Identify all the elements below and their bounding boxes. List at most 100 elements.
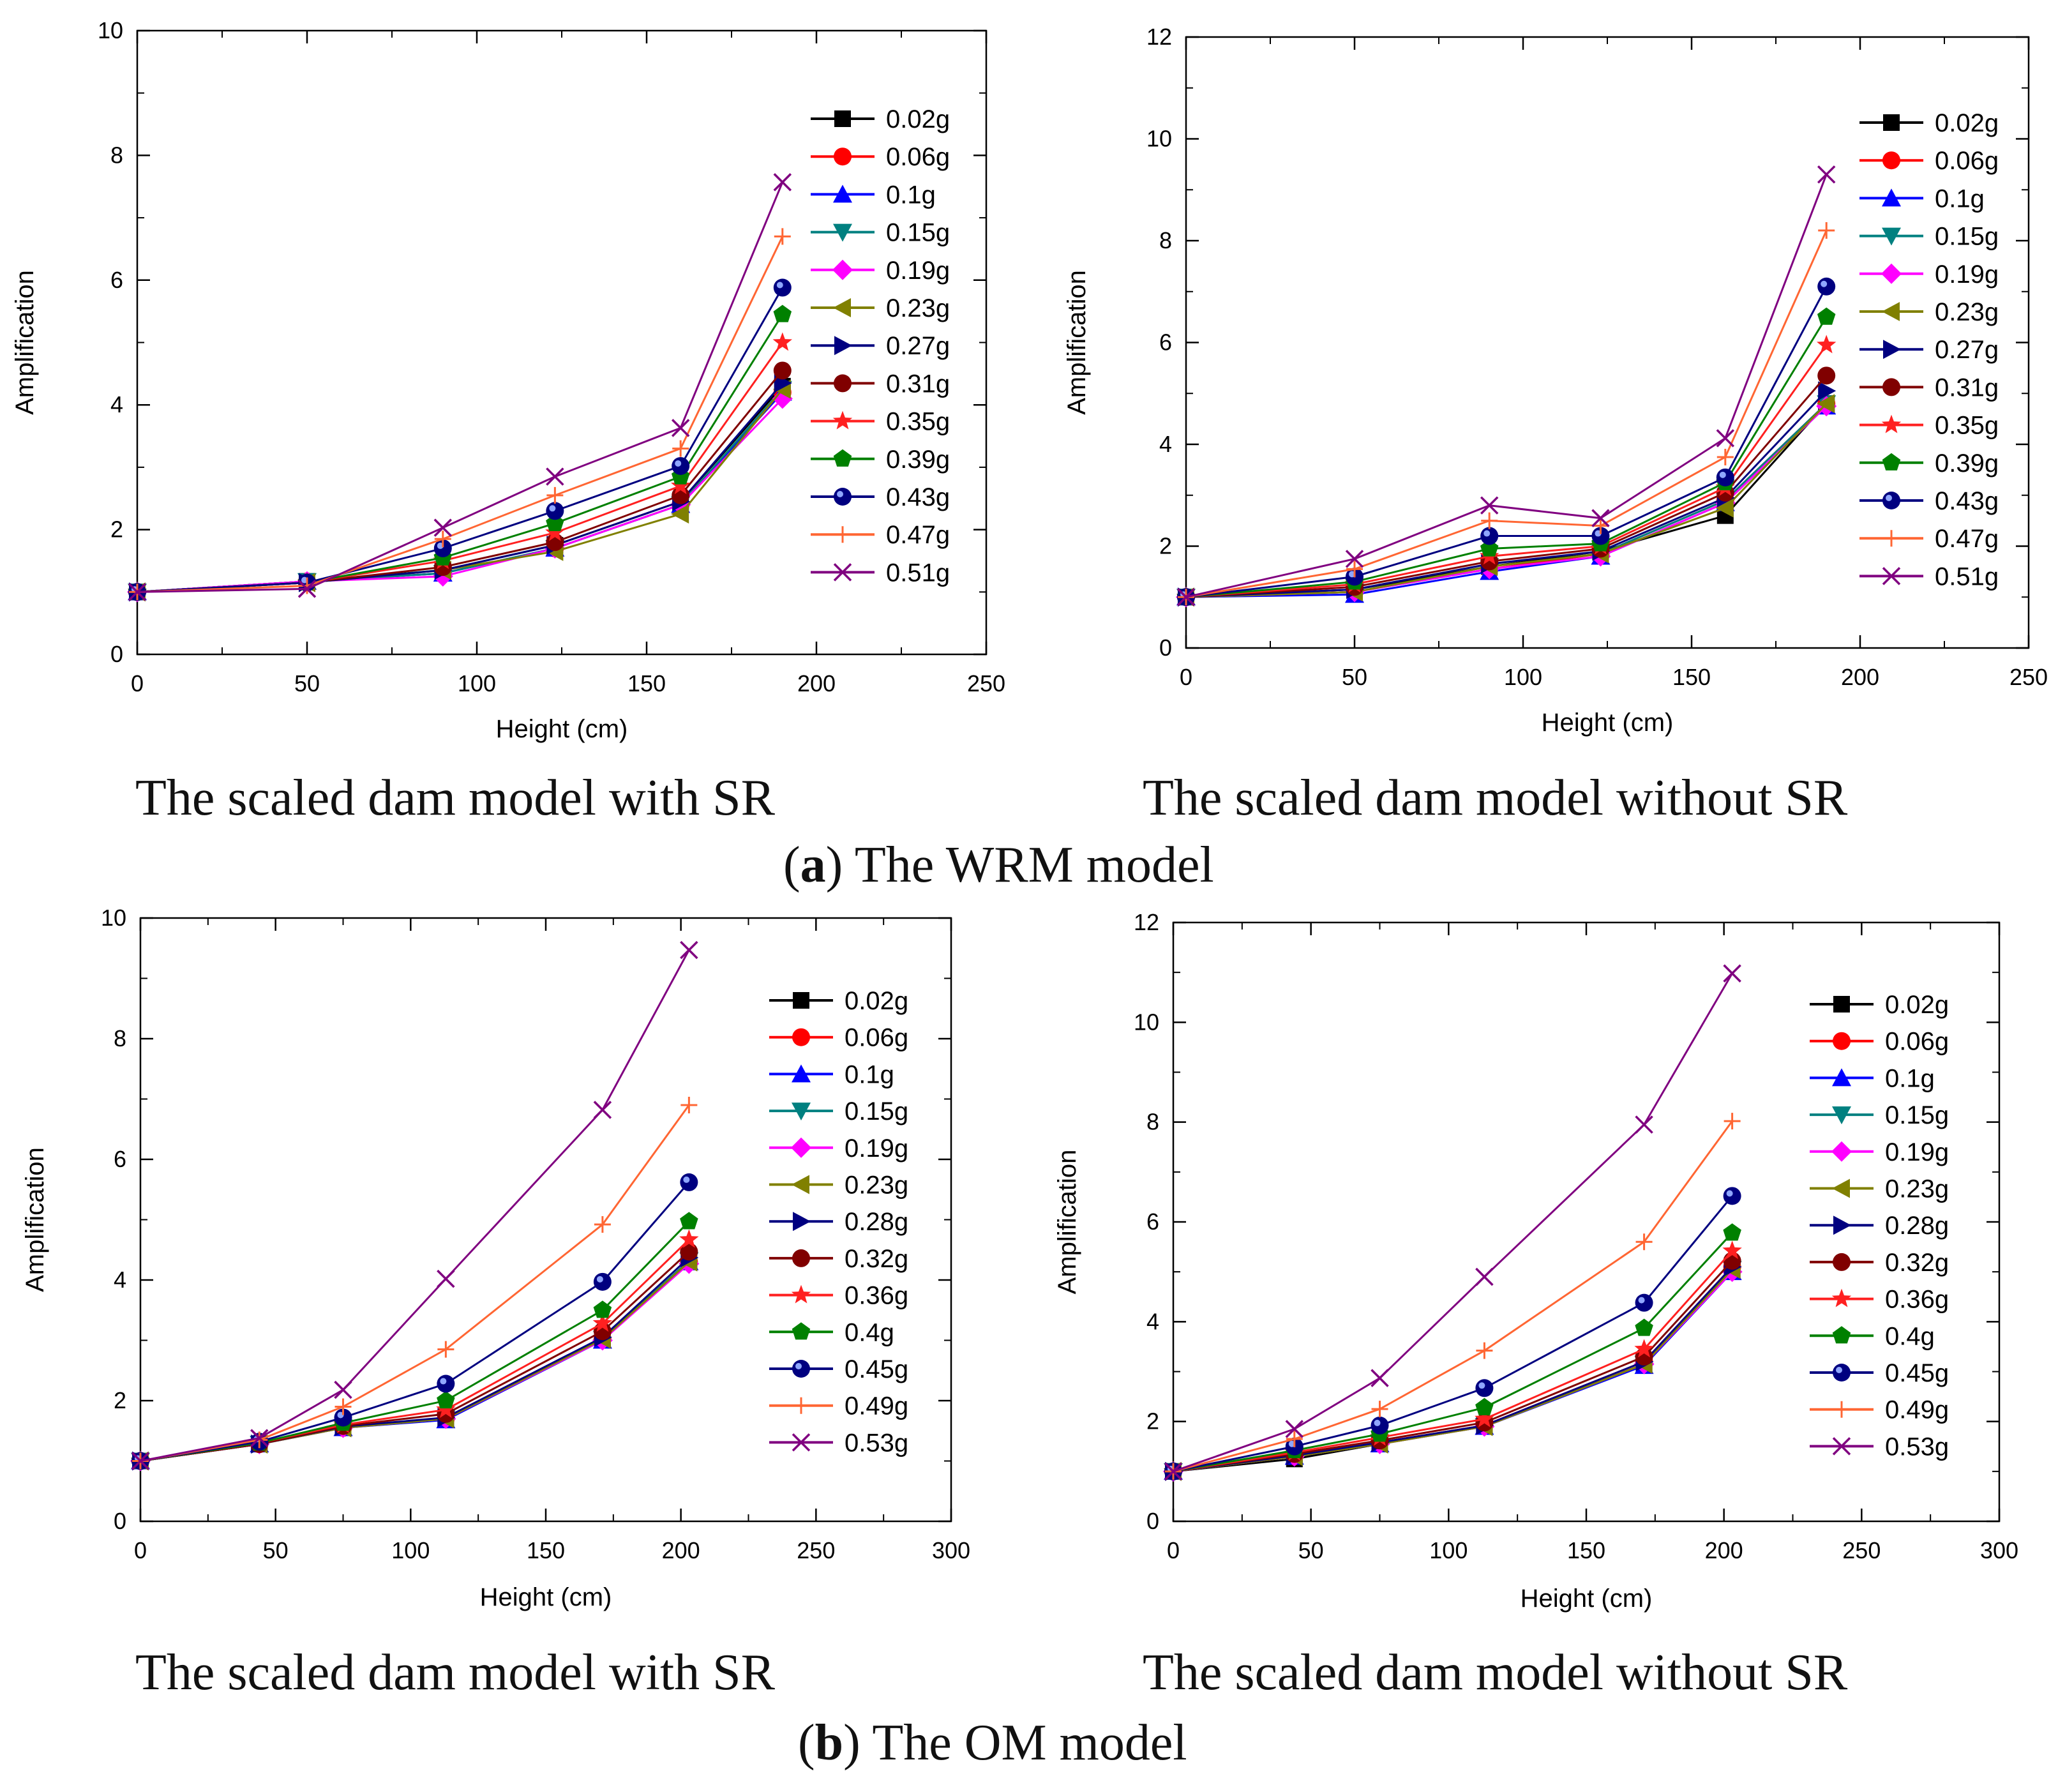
legend-item: 0.31g: [1859, 373, 1999, 402]
legend-item: 0.39g: [1859, 449, 1999, 478]
data-point: [671, 504, 689, 524]
legend-label: 0.23g: [1885, 1175, 1949, 1203]
x-tick-label: 150: [527, 1537, 565, 1563]
series-line: [1173, 1266, 1733, 1473]
data-point: [1371, 1401, 1388, 1418]
data-point: [1286, 1431, 1303, 1448]
y-tick-label: 2: [1146, 1408, 1159, 1434]
legend-label: 0.31g: [1935, 373, 1999, 402]
group-caption-a-text: The WRM model: [843, 837, 1214, 893]
data-point: [680, 940, 698, 960]
data-point-highlight: [440, 1378, 447, 1385]
legend-item: 0.47g: [811, 521, 950, 549]
legend-label: 0.28g: [1885, 1212, 1949, 1240]
series-0.19g: [130, 1253, 700, 1472]
legend-label: 0.32g: [1885, 1249, 1949, 1277]
data-point-highlight: [1726, 1190, 1733, 1197]
legend-item: 0.28g: [769, 1208, 908, 1236]
legend-item: 0.31g: [811, 370, 950, 398]
series-line: [140, 1239, 690, 1462]
legend-marker: [792, 1175, 809, 1194]
x-tick-label: 100: [1504, 664, 1542, 690]
legend-marker: [1883, 530, 1900, 547]
group-caption-a-letter: a: [800, 837, 826, 893]
x-tick-label: 100: [458, 670, 496, 696]
legend-marker: [834, 336, 852, 356]
series-line: [140, 949, 690, 1462]
x-tick-label: 200: [797, 670, 836, 696]
series-line: [1185, 174, 1828, 598]
legend-marker: [792, 1028, 810, 1046]
x-tick-label: 250: [2009, 664, 2048, 690]
panel-b-right: 0 50 100 150 200 250 300 0 2 4 6 8 10 12 Height (cm) Am…: [1028, 897, 2058, 1641]
data-point: [592, 1313, 613, 1332]
legend-marker: [1882, 378, 1900, 396]
series-line: [1173, 1260, 1733, 1473]
series-line: [137, 398, 783, 593]
legend-marker: [1882, 567, 1901, 585]
x-axis-label: Height (cm): [480, 1583, 612, 1611]
legend-item: 0.51g: [1859, 562, 1999, 591]
series-line: [140, 1260, 690, 1462]
series-0.06g: [131, 1253, 698, 1470]
data-point: [334, 1380, 352, 1399]
data-point: [297, 580, 317, 598]
legend-item: 0.02g: [769, 987, 908, 1015]
group-caption-b-open: (: [798, 1715, 815, 1771]
legend-item: 0.02g: [1859, 109, 1999, 137]
legend-marker: [1882, 227, 1901, 246]
legend-marker-highlight: [795, 1363, 802, 1369]
y-tick-label: 4: [114, 1267, 126, 1293]
legend-marker: [792, 1360, 810, 1378]
data-point: [1716, 448, 1734, 465]
legend-item: 0.35g: [1859, 412, 1999, 440]
series-line: [140, 1261, 690, 1462]
legend-marker: [833, 184, 852, 203]
series-0.36g: [130, 1229, 699, 1470]
legend-label: 0.06g: [1935, 147, 1999, 175]
legend-label: 0.39g: [1935, 449, 1999, 478]
legend-marker: [1831, 1141, 1852, 1162]
legend-label: 0.31g: [886, 370, 950, 398]
data-point-highlight: [1288, 1440, 1295, 1447]
legend-item: 0.23g: [769, 1171, 908, 1200]
data-point: [594, 1216, 611, 1233]
group-caption-a-close: ): [825, 837, 843, 893]
data-point: [1716, 429, 1735, 448]
x-axis-label: Height (cm): [1542, 709, 1674, 737]
legend-item: 0.1g: [1859, 184, 1985, 213]
legend-item: 0.15g: [1810, 1101, 1949, 1129]
legend-marker: [1832, 1068, 1851, 1087]
caption-a-right: The scaled dam model without SR: [1143, 770, 1848, 826]
data-point: [1475, 1397, 1494, 1415]
y-tick-label: 0: [1159, 635, 1172, 661]
legend-item: 0.32g: [1810, 1249, 1949, 1277]
data-point-highlight: [1595, 530, 1602, 537]
series-line: [1185, 375, 1828, 598]
data-point-highlight: [1483, 530, 1491, 537]
legend-marker: [1881, 414, 1902, 433]
legend-marker: [792, 1433, 811, 1452]
data-point: [546, 486, 564, 504]
series-line: [1185, 344, 1828, 598]
data-point: [1475, 1267, 1494, 1286]
series-0.35g: [127, 332, 793, 601]
data-point: [437, 1269, 455, 1288]
legend-label: 0.4g: [845, 1318, 894, 1346]
data-point: [671, 419, 690, 437]
legend-item: 0.23g: [1859, 298, 1999, 326]
data-point: [1475, 1408, 1494, 1427]
legend-label: 0.06g: [845, 1024, 908, 1052]
legend-marker: [791, 1284, 811, 1304]
legend-item: 0.06g: [811, 143, 950, 171]
legend-label: 0.23g: [1935, 298, 1999, 326]
data-point: [250, 1429, 269, 1447]
data-point: [593, 1101, 612, 1119]
data-point-highlight: [776, 282, 783, 289]
series-0.1g: [1176, 396, 1836, 606]
data-point: [772, 332, 793, 351]
x-tick-label: 50: [1298, 1537, 1324, 1563]
legend-item: 0.19g: [1859, 260, 1999, 289]
data-point: [1635, 1233, 1653, 1251]
legend-label: 0.15g: [845, 1097, 908, 1126]
